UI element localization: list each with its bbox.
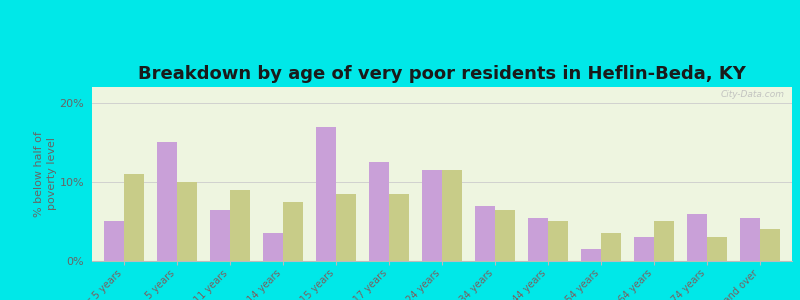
Bar [707, 237, 727, 261]
Bar [262, 233, 283, 261]
Bar [283, 202, 303, 261]
Bar [230, 190, 250, 261]
Y-axis label: % below half of
poverty level: % below half of poverty level [34, 131, 57, 217]
Bar [104, 221, 124, 261]
Title: Breakdown by age of very poor residents in Heflin-Beda, KY: Breakdown by age of very poor residents … [138, 65, 746, 83]
Text: City-Data.com: City-Data.com [721, 91, 785, 100]
Bar [548, 221, 568, 261]
Bar [475, 206, 495, 261]
Bar [422, 170, 442, 261]
Bar [740, 218, 760, 261]
Bar [528, 218, 548, 261]
Bar [687, 214, 707, 261]
Bar [210, 210, 230, 261]
Bar [369, 162, 389, 261]
Bar [654, 221, 674, 261]
Bar [601, 233, 622, 261]
Bar [495, 210, 515, 261]
Bar [389, 194, 409, 261]
Bar [124, 174, 144, 261]
Bar [760, 230, 780, 261]
Bar [442, 170, 462, 261]
Bar [581, 249, 601, 261]
Bar [634, 237, 654, 261]
Bar [177, 182, 197, 261]
Bar [157, 142, 177, 261]
Bar [316, 127, 336, 261]
Bar [336, 194, 356, 261]
